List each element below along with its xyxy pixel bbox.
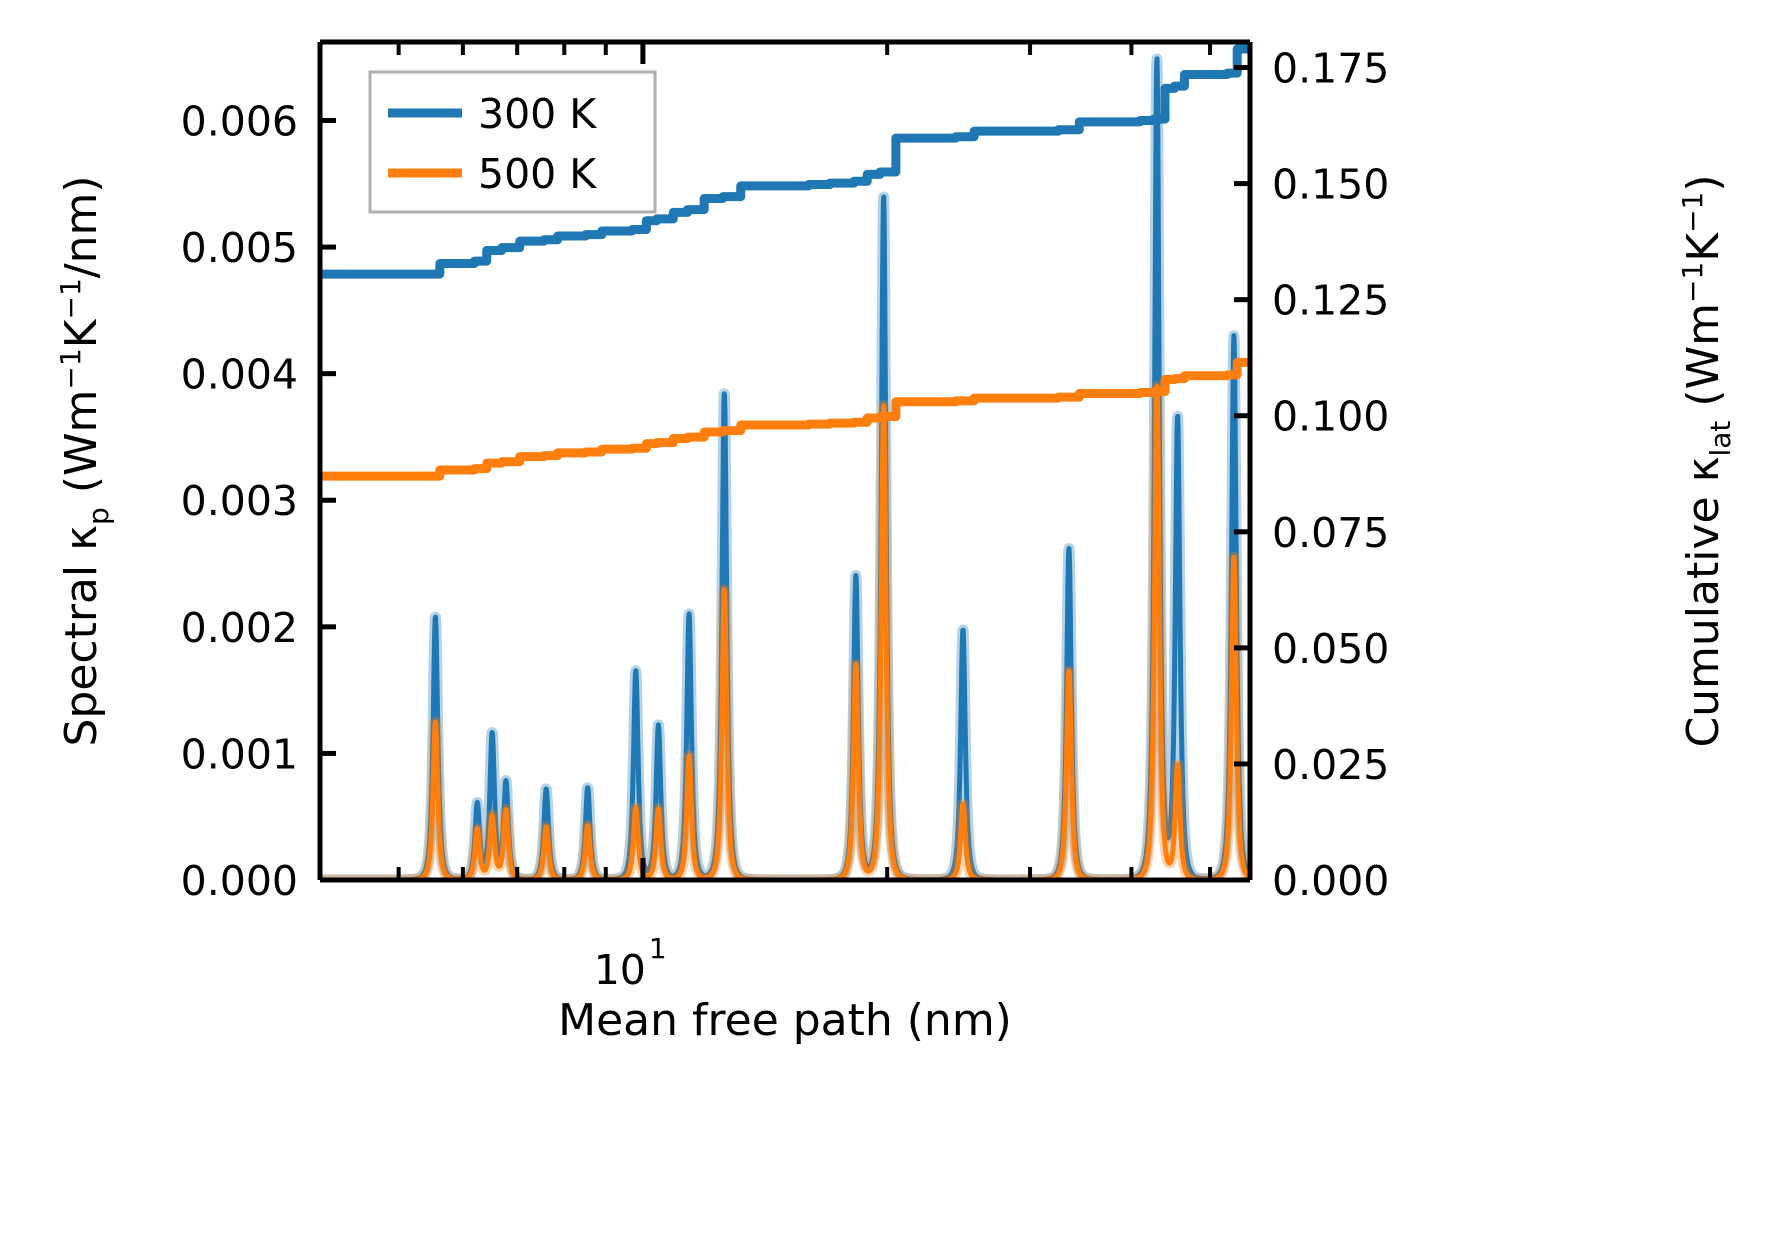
svg-text:Spectral κp (Wm−1K−1/nm): Spectral κp (Wm−1K−1/nm) bbox=[54, 175, 115, 746]
y-axis-label-right: Cumulative κlat (Wm−1K−1) bbox=[1676, 174, 1737, 747]
x-tick-label-mantissa: 10 bbox=[594, 946, 646, 994]
legend-label-500k: 500 K bbox=[478, 150, 597, 198]
y-tick-label-right: 0.000 bbox=[1272, 857, 1389, 905]
cumulative-curve bbox=[320, 44, 1250, 279]
legend[interactable]: 300 K 500 K bbox=[368, 70, 657, 214]
ylabel-left-sup1: −1 bbox=[54, 348, 87, 389]
ylabel-right-mid: K bbox=[1678, 232, 1729, 262]
y-tick-label-left: 0.006 bbox=[181, 97, 298, 145]
y-tick-label-right: 0.125 bbox=[1272, 277, 1389, 325]
axis-tick-labels-layer: 0.000 0.001 0.002 0.003 0.004 0.005 0.006 0.000… bbox=[181, 45, 1390, 905]
ylabel-left-tail: /nm) bbox=[56, 175, 107, 278]
y-tick-label-left: 0.003 bbox=[181, 477, 298, 525]
x-tick-label-10: 10 1 bbox=[594, 932, 667, 994]
y-axis-label-left: Spectral κp (Wm−1K−1/nm) bbox=[54, 175, 115, 746]
ylabel-right-sup2: −1 bbox=[1676, 192, 1709, 233]
ylabel-right-sub: lat bbox=[1704, 421, 1737, 457]
ylabel-left-sup2: −1 bbox=[54, 278, 87, 319]
ylabel-right-pre: Cumulative κ bbox=[1678, 456, 1729, 747]
y-tick-label-left: 0.001 bbox=[181, 730, 298, 778]
y-tick-label-left: 0.002 bbox=[181, 604, 298, 652]
y-tick-label-right: 0.050 bbox=[1272, 625, 1389, 673]
ylabel-left-mid: K bbox=[56, 318, 107, 348]
ylabel-right-sup1: −1 bbox=[1676, 262, 1709, 303]
y-tick-label-left: 0.000 bbox=[181, 857, 298, 905]
y-tick-label-right: 0.150 bbox=[1272, 161, 1389, 209]
y-tick-label-right: 0.075 bbox=[1272, 509, 1389, 557]
y-tick-label-right: 0.175 bbox=[1272, 45, 1389, 93]
legend-box bbox=[368, 70, 657, 214]
x-axis-label: Mean free path (nm) bbox=[558, 995, 1012, 1046]
x-tick-label-exponent: 1 bbox=[649, 932, 667, 965]
y-tick-label-right: 0.100 bbox=[1272, 393, 1389, 441]
ylabel-left-sub: p bbox=[82, 507, 115, 525]
y-tick-label-right: 0.025 bbox=[1272, 741, 1389, 789]
y-tick-label-left: 0.005 bbox=[181, 224, 298, 272]
ylabel-right-post: (Wm bbox=[1678, 303, 1729, 421]
y-tick-label-left: 0.004 bbox=[181, 351, 298, 399]
legend-entry-300k[interactable]: 300 K bbox=[388, 90, 597, 138]
ylabel-left-pre: Spectral κ bbox=[56, 525, 107, 747]
ylabel-left-post: (Wm bbox=[56, 390, 107, 508]
svg-text:Cumulative κlat (Wm−1K−1): Cumulative κlat (Wm−1K−1) bbox=[1676, 174, 1737, 747]
legend-entry-500k[interactable]: 500 K bbox=[388, 150, 597, 198]
cumulative-curve bbox=[320, 357, 1250, 481]
ylabel-right-tail: ) bbox=[1678, 174, 1729, 191]
legend-label-300k: 300 K bbox=[478, 90, 597, 138]
axis-ticks-layer bbox=[318, 42, 1250, 883]
